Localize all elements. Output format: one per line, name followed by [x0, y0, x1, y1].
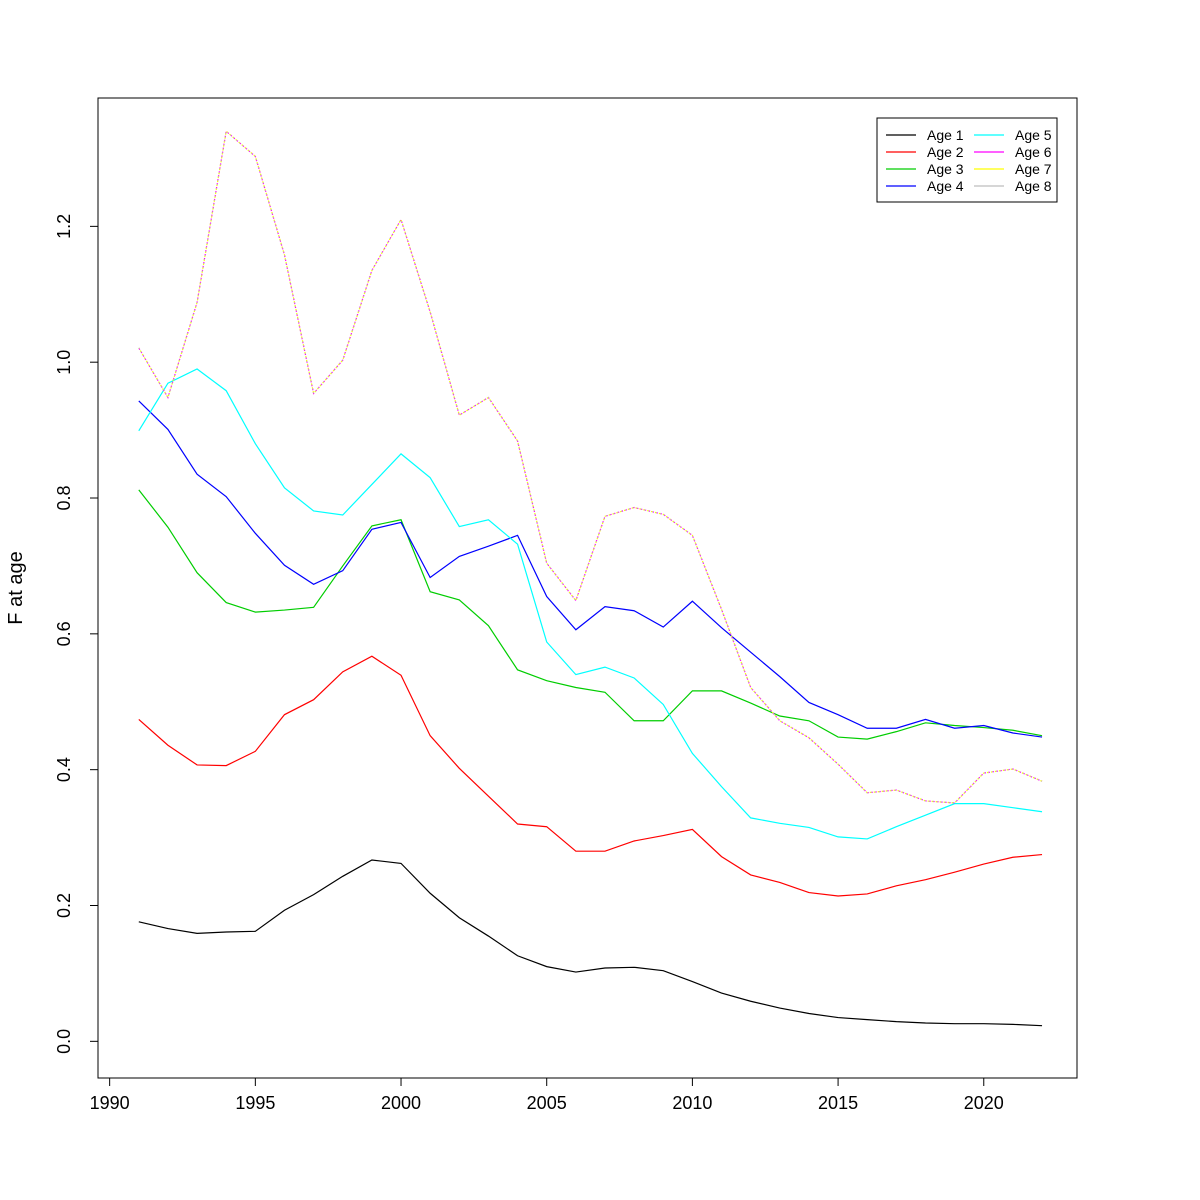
y-tick-label-0: 0.0 [54, 1029, 74, 1054]
legend-label-age-5: Age 5 [1015, 127, 1052, 143]
y-axis: 0.0 0.2 0.4 0.6 0.8 1.0 1.2 [54, 214, 99, 1054]
x-tick-label-1995: 1995 [235, 1093, 275, 1113]
x-tick-label-2005: 2005 [527, 1093, 567, 1113]
series-line-age-5 [138, 368, 1043, 840]
legend-label-age-3: Age 3 [927, 161, 964, 177]
legend-label-age-7: Age 7 [1015, 161, 1052, 177]
x-tick-label-2010: 2010 [672, 1093, 712, 1113]
y-tick-label-4: 0.8 [54, 485, 74, 510]
x-tick-label-1990: 1990 [90, 1093, 130, 1113]
series-line-age-4 [138, 400, 1043, 738]
y-tick-label-5: 1.0 [54, 350, 74, 375]
series-line-age-3 [138, 489, 1043, 740]
x-axis: 1990 1995 2000 2005 2010 2015 2020 [90, 1077, 1004, 1113]
y-tick-label-6: 1.2 [54, 214, 74, 239]
x-tick-label-2015: 2015 [818, 1093, 858, 1113]
legend-label-age-2: Age 2 [927, 144, 964, 160]
legend-label-age-8: Age 8 [1015, 178, 1052, 194]
legend-label-age-1: Age 1 [927, 127, 964, 143]
legend-label-age-4: Age 4 [927, 178, 964, 194]
series-line-age-7 [138, 130, 1043, 804]
legend-box [876, 117, 1058, 203]
series-line-age-1 [138, 859, 1043, 1027]
series-line-age-2 [138, 655, 1043, 897]
series-line-age-6 [138, 130, 1043, 804]
y-tick-label-1: 0.2 [54, 893, 74, 918]
x-tick-label-2000: 2000 [381, 1093, 421, 1113]
legend-label-age-6: Age 6 [1015, 144, 1052, 160]
series-line-age-8 [138, 130, 1043, 804]
y-tick-label-3: 0.6 [54, 621, 74, 646]
series-layer [138, 130, 1043, 1027]
y-tick-label-2: 0.4 [54, 757, 74, 782]
y-axis-label: F at age [5, 551, 27, 624]
x-tick-label-2020: 2020 [964, 1093, 1004, 1113]
